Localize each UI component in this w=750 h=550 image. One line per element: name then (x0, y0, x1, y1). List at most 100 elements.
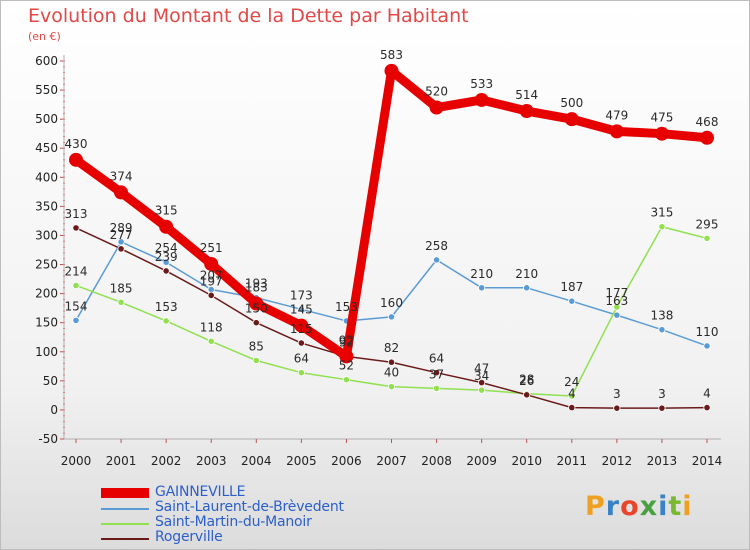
data-label-saint-laurent-de-brevedent: 207 (200, 269, 223, 283)
data-point-gainneville (294, 318, 309, 333)
x-tick-label: 2005 (286, 454, 317, 468)
data-point-rogerville (703, 403, 711, 412)
y-tick-label: 250 (35, 258, 58, 272)
legend-swatch-saint-martin (101, 523, 149, 525)
y-tick-label: 200 (35, 287, 58, 301)
y-tick-label: 500 (35, 112, 58, 126)
data-label-saint-martin-du-manoir: 40 (384, 366, 399, 380)
data-point-rogerville (72, 224, 80, 232)
data-label-saint-laurent-de-brevedent: 210 (470, 267, 493, 281)
data-point-rogerville (117, 245, 125, 253)
data-point-rogerville (568, 403, 576, 412)
x-tick-label: 2012 (602, 454, 633, 468)
legend-swatch-saint-laurent (101, 508, 149, 510)
data-label-rogerville: 150 (245, 302, 268, 316)
data-point-gainneville (69, 152, 83, 167)
data-label-rogerville: 197 (200, 274, 223, 288)
data-point-gainneville (429, 100, 444, 115)
data-label-saint-martin-du-manoir: 177 (605, 286, 628, 300)
x-tick-label: 2002 (151, 454, 182, 468)
data-point-saint-martin-du-manoir (342, 376, 351, 384)
data-label-saint-martin-du-manoir: 185 (110, 281, 133, 295)
data-point-rogerville (523, 391, 531, 399)
data-point-saint-martin-du-manoir (387, 383, 396, 391)
y-tick-label: 50 (43, 374, 58, 388)
data-point-saint-martin-du-manoir (703, 234, 711, 242)
data-point-saint-martin-du-manoir (658, 223, 666, 231)
data-point-saint-martin-du-manoir (117, 298, 125, 306)
data-label-rogerville: 47 (474, 362, 489, 376)
data-label-gainneville: 533 (470, 77, 493, 91)
data-point-saint-martin-du-manoir (568, 392, 576, 400)
data-label-rogerville: 92 (339, 335, 354, 349)
data-point-gainneville (564, 112, 579, 127)
data-point-saint-laurent-de-brevedent (568, 297, 576, 305)
data-label-saint-martin-du-manoir: 24 (564, 375, 579, 389)
data-point-rogerville (432, 369, 441, 377)
data-label-gainneville: 92 (339, 333, 354, 347)
x-tick-label: 2011 (557, 454, 588, 468)
data-label-rogerville: 277 (110, 228, 133, 242)
data-point-rogerville (162, 267, 170, 275)
data-label-rogerville: 115 (290, 322, 313, 336)
logo-letter: x (639, 491, 659, 522)
data-label-gainneville: 500 (560, 96, 583, 110)
y-tick-label: -50 (38, 432, 58, 446)
data-point-saint-martin-du-manoir (207, 337, 215, 345)
x-tick-label: 2013 (647, 454, 678, 468)
data-label-rogerville: 26 (519, 374, 534, 388)
data-label-gainneville: 468 (696, 115, 719, 129)
data-label-saint-martin-du-manoir: 118 (200, 320, 223, 334)
data-label-rogerville: 4 (703, 387, 711, 401)
data-label-rogerville: 3 (613, 387, 621, 401)
data-point-saint-martin-du-manoir (297, 369, 305, 377)
data-point-saint-laurent-de-brevedent (658, 326, 666, 334)
data-point-rogerville (478, 378, 486, 387)
data-label-saint-laurent-de-brevedent: 187 (560, 280, 583, 294)
data-point-saint-laurent-de-brevedent (523, 284, 531, 292)
chart-subtitle: (en €) (28, 30, 61, 43)
data-point-saint-laurent-de-brevedent (162, 258, 170, 266)
data-point-rogerville (252, 319, 260, 327)
x-tick-label: 2010 (511, 454, 542, 468)
data-label-gainneville: 514 (515, 88, 538, 102)
logo-letter: i (682, 491, 693, 522)
x-tick-label: 2008 (421, 454, 452, 468)
data-label-saint-laurent-de-brevedent: 163 (605, 294, 628, 308)
x-tick-label: 2001 (106, 454, 137, 468)
data-point-saint-martin-du-manoir (432, 384, 441, 393)
data-point-saint-laurent-de-brevedent (432, 256, 441, 264)
y-tick-label: 600 (35, 54, 58, 68)
data-label-saint-martin-du-manoir: 28 (519, 373, 534, 387)
legend-label-rogerville: Rogerville (155, 529, 223, 545)
x-tick-label: 2004 (241, 454, 272, 468)
legend-label-saint-laurent: Saint-Laurent-de-Brèvedent (155, 499, 344, 515)
data-label-saint-laurent-de-brevedent: 210 (515, 267, 538, 281)
data-label-gainneville: 183 (245, 281, 268, 295)
data-point-rogerville (387, 358, 396, 366)
data-label-saint-laurent-de-brevedent: 173 (290, 288, 313, 302)
data-label-rogerville: 4 (568, 387, 576, 401)
data-label-rogerville: 239 (155, 250, 178, 264)
data-point-gainneville (159, 219, 174, 234)
y-tick-label: 550 (35, 83, 58, 97)
logo-letter: r (605, 491, 621, 522)
x-tick-label: 2014 (692, 454, 723, 468)
data-point-gainneville (249, 296, 264, 311)
x-tick-label: 2006 (331, 454, 362, 468)
data-point-gainneville (700, 130, 714, 145)
y-tick-label: 300 (35, 228, 58, 242)
data-label-saint-martin-du-manoir: 295 (696, 217, 719, 231)
data-label-gainneville: 583 (380, 48, 403, 62)
data-point-saint-laurent-de-brevedent (117, 238, 125, 246)
data-label-rogerville: 64 (429, 352, 444, 366)
data-label-gainneville: 520 (425, 85, 448, 99)
data-label-gainneville: 374 (110, 169, 133, 183)
data-point-saint-laurent-de-brevedent (613, 311, 621, 319)
data-point-gainneville (654, 126, 669, 141)
data-label-saint-laurent-de-brevedent: 153 (335, 300, 358, 314)
y-tick-label: 450 (35, 141, 58, 155)
data-label-gainneville: 145 (290, 303, 313, 317)
data-point-saint-martin-du-manoir (478, 386, 486, 394)
data-point-saint-martin-du-manoir (252, 356, 260, 365)
